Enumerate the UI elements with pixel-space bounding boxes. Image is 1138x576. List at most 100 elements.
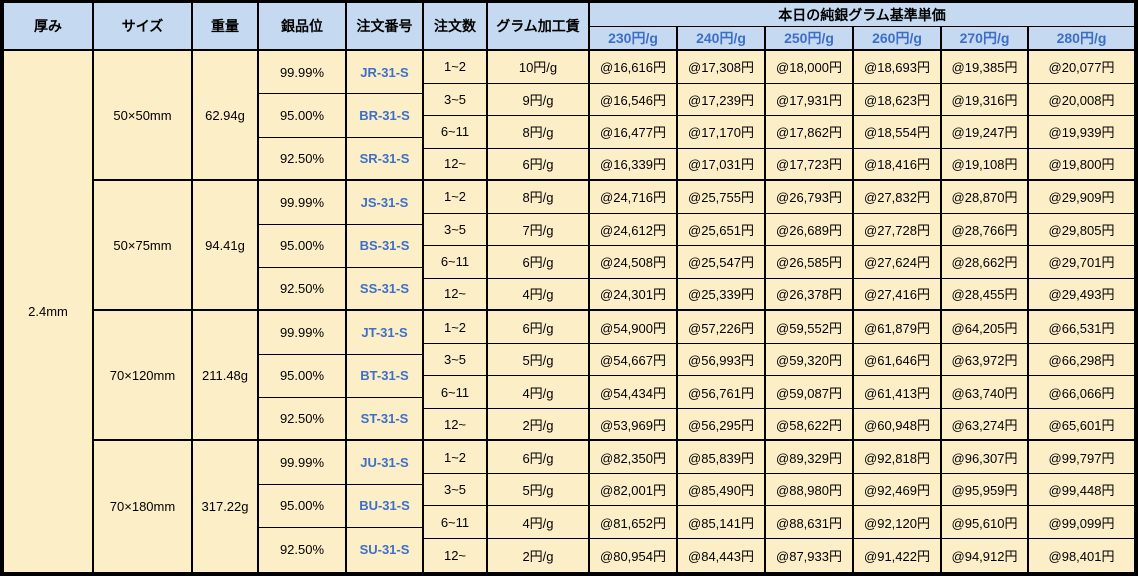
- order-number-cell: ST-31-S: [347, 398, 424, 442]
- fee-cell: 2円/g: [488, 408, 590, 442]
- fee-cell: 6円/g: [488, 311, 590, 344]
- qty-cell: 12~: [424, 538, 488, 572]
- qty-cell: 1~2: [424, 441, 488, 474]
- price-cell: @63,972円: [942, 343, 1029, 377]
- fee-cell: 5円/g: [488, 473, 590, 507]
- header-price-rate: 230円/g: [590, 27, 678, 51]
- price-cell: @53,969円: [590, 408, 678, 442]
- price-cell: @96,307円: [942, 441, 1029, 474]
- weight-cell: 94.41g: [193, 181, 259, 312]
- price-cell: @29,805円: [1029, 213, 1134, 247]
- price-cell: @88,631円: [766, 506, 854, 539]
- price-cell: @95,610円: [942, 506, 1029, 539]
- price-cell: @81,652円: [590, 506, 678, 539]
- purity-cell: 95.00%: [259, 224, 347, 268]
- fee-cell: 4円/g: [488, 376, 590, 409]
- qty-cell: 6~11: [424, 376, 488, 409]
- header-order-number: 注文番号: [347, 3, 424, 51]
- fee-cell: 10円/g: [488, 51, 590, 84]
- price-cell: @20,077円: [1029, 51, 1134, 84]
- header-price-rate: 260円/g: [854, 27, 942, 51]
- qty-cell: 6~11: [424, 116, 488, 149]
- price-cell: @92,469円: [854, 473, 942, 507]
- price-cell: @25,755円: [678, 181, 766, 214]
- header-price-group-title: 本日の純銀グラム基準単価: [590, 3, 1134, 27]
- fee-cell: 6円/g: [488, 148, 590, 182]
- price-cell: @28,766円: [942, 213, 1029, 247]
- purity-cell: 99.99%: [259, 51, 347, 95]
- price-cell: @18,000円: [766, 51, 854, 84]
- qty-cell: 6~11: [424, 506, 488, 539]
- price-cell: @85,490円: [678, 473, 766, 507]
- header-weight: 重量: [193, 3, 259, 51]
- price-cell: @61,879円: [854, 311, 942, 344]
- purity-cell: 95.00%: [259, 94, 347, 138]
- price-cell: @59,320円: [766, 343, 854, 377]
- order-number-cell: BT-31-S: [347, 354, 424, 398]
- price-cell: @82,001円: [590, 473, 678, 507]
- order-number-cell: SU-31-S: [347, 528, 424, 572]
- price-cell: @57,226円: [678, 311, 766, 344]
- qty-cell: 12~: [424, 148, 488, 182]
- price-cell: @18,416円: [854, 148, 942, 182]
- header-price-rate: 240円/g: [678, 27, 766, 51]
- order-number-cell: SR-31-S: [347, 137, 424, 182]
- price-cell: @54,667円: [590, 343, 678, 377]
- purity-cell: 95.00%: [259, 354, 347, 398]
- price-cell: @59,552円: [766, 311, 854, 344]
- price-cell: @54,900円: [590, 311, 678, 344]
- price-cell: @17,170円: [678, 116, 766, 149]
- price-cell: @27,728円: [854, 213, 942, 247]
- qty-cell: 1~2: [424, 51, 488, 84]
- thickness-cell: 2.4mm: [4, 51, 94, 572]
- header-price-rate: 280円/g: [1029, 27, 1134, 51]
- price-cell: @99,099円: [1029, 506, 1134, 539]
- fee-cell: 2円/g: [488, 538, 590, 572]
- purity-cell: 92.50%: [259, 398, 347, 442]
- header-price-rate: 250円/g: [766, 27, 854, 51]
- purity-cell: 95.00%: [259, 484, 347, 529]
- price-cell: @17,931円: [766, 83, 854, 117]
- price-cell: @85,141円: [678, 506, 766, 539]
- price-cell: @66,531円: [1029, 311, 1134, 344]
- price-cell: @19,316円: [942, 83, 1029, 117]
- qty-cell: 12~: [424, 408, 488, 442]
- price-cell: @26,585円: [766, 246, 854, 279]
- price-cell: @85,839円: [678, 441, 766, 474]
- order-number-cell: SS-31-S: [347, 267, 424, 312]
- fee-cell: 5円/g: [488, 343, 590, 377]
- order-number-cell: JU-31-S: [347, 441, 424, 485]
- order-number-cell: JT-31-S: [347, 311, 424, 355]
- price-cell: @20,008円: [1029, 83, 1134, 117]
- header-fee: グラム加工賃: [488, 3, 590, 51]
- fee-cell: 8円/g: [488, 181, 590, 214]
- price-cell: @56,761円: [678, 376, 766, 409]
- qty-cell: 12~: [424, 278, 488, 312]
- price-cell: @29,701円: [1029, 246, 1134, 279]
- fee-cell: 4円/g: [488, 506, 590, 539]
- size-cell: 70×180mm: [94, 441, 193, 572]
- purity-cell: 99.99%: [259, 181, 347, 225]
- size-cell: 50×50mm: [94, 51, 193, 182]
- price-cell: @17,862円: [766, 116, 854, 149]
- price-cell: @84,443円: [678, 538, 766, 572]
- weight-cell: 211.48g: [193, 311, 259, 442]
- price-cell: @92,818円: [854, 441, 942, 474]
- price-cell: @19,939円: [1029, 116, 1134, 149]
- order-number-cell: JS-31-S: [347, 181, 424, 225]
- order-number-cell: BS-31-S: [347, 224, 424, 268]
- header-price-rate: 270円/g: [942, 27, 1029, 51]
- price-cell: @25,651円: [678, 213, 766, 247]
- price-cell: @80,954円: [590, 538, 678, 572]
- price-cell: @99,797円: [1029, 441, 1134, 474]
- header-purity: 銀品位: [259, 3, 347, 51]
- price-cell: @17,031円: [678, 148, 766, 182]
- price-cell: @19,385円: [942, 51, 1029, 84]
- size-cell: 70×120mm: [94, 311, 193, 442]
- header-size: サイズ: [94, 3, 193, 51]
- price-cell: @24,612円: [590, 213, 678, 247]
- price-cell: @29,493円: [1029, 278, 1134, 312]
- price-cell: @82,350円: [590, 441, 678, 474]
- price-cell: @27,832円: [854, 181, 942, 214]
